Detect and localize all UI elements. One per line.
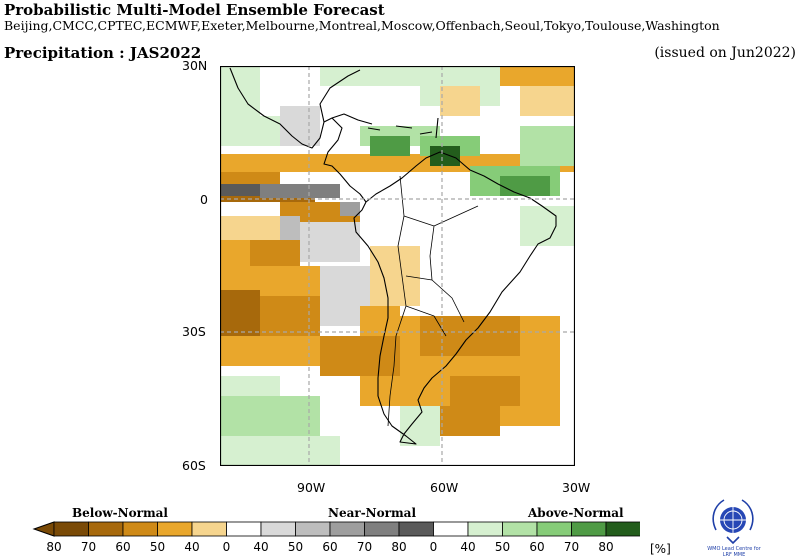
probability-cell (220, 396, 320, 436)
legend-tick-label: 80 (391, 540, 406, 554)
issue-date: (issued on Jun2022) (654, 45, 796, 61)
probability-cell (430, 146, 460, 166)
legend-tick-label: 50 (495, 540, 510, 554)
probability-cell (370, 136, 410, 156)
legend-swatch (364, 521, 400, 537)
probability-cell (520, 126, 575, 166)
probability-cell (500, 66, 575, 86)
legend-swatch (191, 521, 227, 537)
probability-cell (280, 106, 320, 146)
legend-unit: [%] (650, 542, 671, 556)
legend-tick-label: 60 (322, 540, 337, 554)
legend-tick-label: 40 (253, 540, 268, 554)
legend-tick-label: 50 (288, 540, 303, 554)
variable-season-label: Precipitation : JAS2022 (4, 44, 202, 62)
legend-tick-label: 40 (184, 540, 199, 554)
legend-swatch (53, 521, 89, 537)
probability-cell (220, 116, 280, 146)
coastline-south-america (353, 151, 557, 445)
logo-caption-line-2: LRF MME (722, 552, 746, 558)
probability-cell (260, 296, 320, 336)
lon-label-90w: 90W (297, 480, 326, 495)
legend-swatch (605, 521, 640, 537)
probability-cell (220, 436, 340, 466)
legend-tick-label: 50 (150, 540, 165, 554)
legend-swatch (502, 521, 538, 537)
legend-swatch (536, 521, 572, 537)
legend-swatch (295, 521, 331, 537)
legend-colorbar: 80 70 60 50 40 0 40 50 60 70 80 0 40 50 60 70 80 (32, 521, 640, 554)
probability-cell (220, 184, 260, 196)
legend-tick-label: 70 (81, 540, 96, 554)
forecast-map (220, 66, 575, 466)
legend-swatch (122, 521, 158, 537)
coastlines (229, 67, 557, 445)
probability-cell (280, 216, 300, 240)
chart-title: Probabilistic Multi-Model Ensemble Forec… (4, 1, 385, 19)
legend-below-normal-label: Below-Normal (72, 506, 168, 520)
probability-cell (500, 176, 550, 196)
legend-arrow-left (32, 521, 55, 537)
legend-tick-label: 60 (529, 540, 544, 554)
legend-swatch (571, 521, 607, 537)
legend: Below-Normal Near-Normal Above-Normal 80… (20, 506, 671, 556)
probability-cell (520, 86, 575, 116)
probability-cell (220, 216, 280, 240)
probability-cells (220, 66, 575, 466)
coastline-caribbean-islands (331, 113, 439, 139)
map-frame (220, 66, 575, 466)
lon-label-60w: 60W (430, 480, 459, 495)
probability-cell (250, 240, 300, 270)
legend-swatch (157, 521, 193, 537)
graticule (220, 66, 575, 466)
border-interior (403, 205, 479, 337)
probability-cell (220, 240, 250, 270)
probability-cell (320, 66, 420, 86)
legend-tick-label: 60 (115, 540, 130, 554)
probability-cell (520, 206, 575, 246)
legend-swatch (398, 521, 434, 537)
legend-swatch (433, 521, 469, 537)
legend-tick-label: 0 (430, 540, 438, 554)
wmo-logo-caption: WMO Lead Centre for LRF MME (694, 546, 774, 558)
lon-label-30w: 30W (562, 480, 591, 495)
probability-cell (400, 406, 440, 446)
legend-swatch (226, 521, 262, 537)
probability-cell (450, 376, 520, 406)
legend-swatch (329, 521, 365, 537)
wmo-logo (712, 499, 754, 545)
probability-cell (320, 336, 400, 376)
probability-cell (440, 406, 500, 436)
legend-above-normal-label: Above-Normal (528, 506, 624, 520)
legend-tick-label: 80 (46, 540, 61, 554)
coastline-north-america (229, 67, 367, 203)
legend-swatch (88, 521, 124, 537)
lat-label-eq: 0 (200, 192, 208, 207)
probability-cell (220, 290, 260, 340)
legend-tick-label: 70 (357, 540, 372, 554)
probability-cell (340, 202, 360, 216)
probability-cell (440, 86, 480, 116)
lat-label-60s: 60S (182, 458, 206, 473)
coastline-gulf (319, 69, 361, 123)
legend-swatch (260, 521, 296, 537)
map-canvas (220, 66, 575, 466)
probability-cell (370, 246, 420, 306)
probability-cell (220, 376, 280, 396)
legend-near-normal-label: Near-Normal (328, 506, 417, 520)
legend-tick-label: 80 (598, 540, 613, 554)
contributing-centres: Beijing,CMCC,CPTEC,ECMWF,Exeter,Melbourn… (4, 18, 720, 33)
legend-tick-label: 40 (460, 540, 475, 554)
legend-tick-label: 0 (223, 540, 231, 554)
lat-label-30n: 30N (182, 58, 208, 73)
legend-swatch (467, 521, 503, 537)
probability-cell (300, 222, 360, 262)
legend-tick-label: 70 (564, 540, 579, 554)
logo-caption-line-1: WMO Lead Centre for (707, 546, 761, 552)
lat-label-30s: 30S (182, 324, 206, 339)
probability-cell (260, 184, 340, 198)
